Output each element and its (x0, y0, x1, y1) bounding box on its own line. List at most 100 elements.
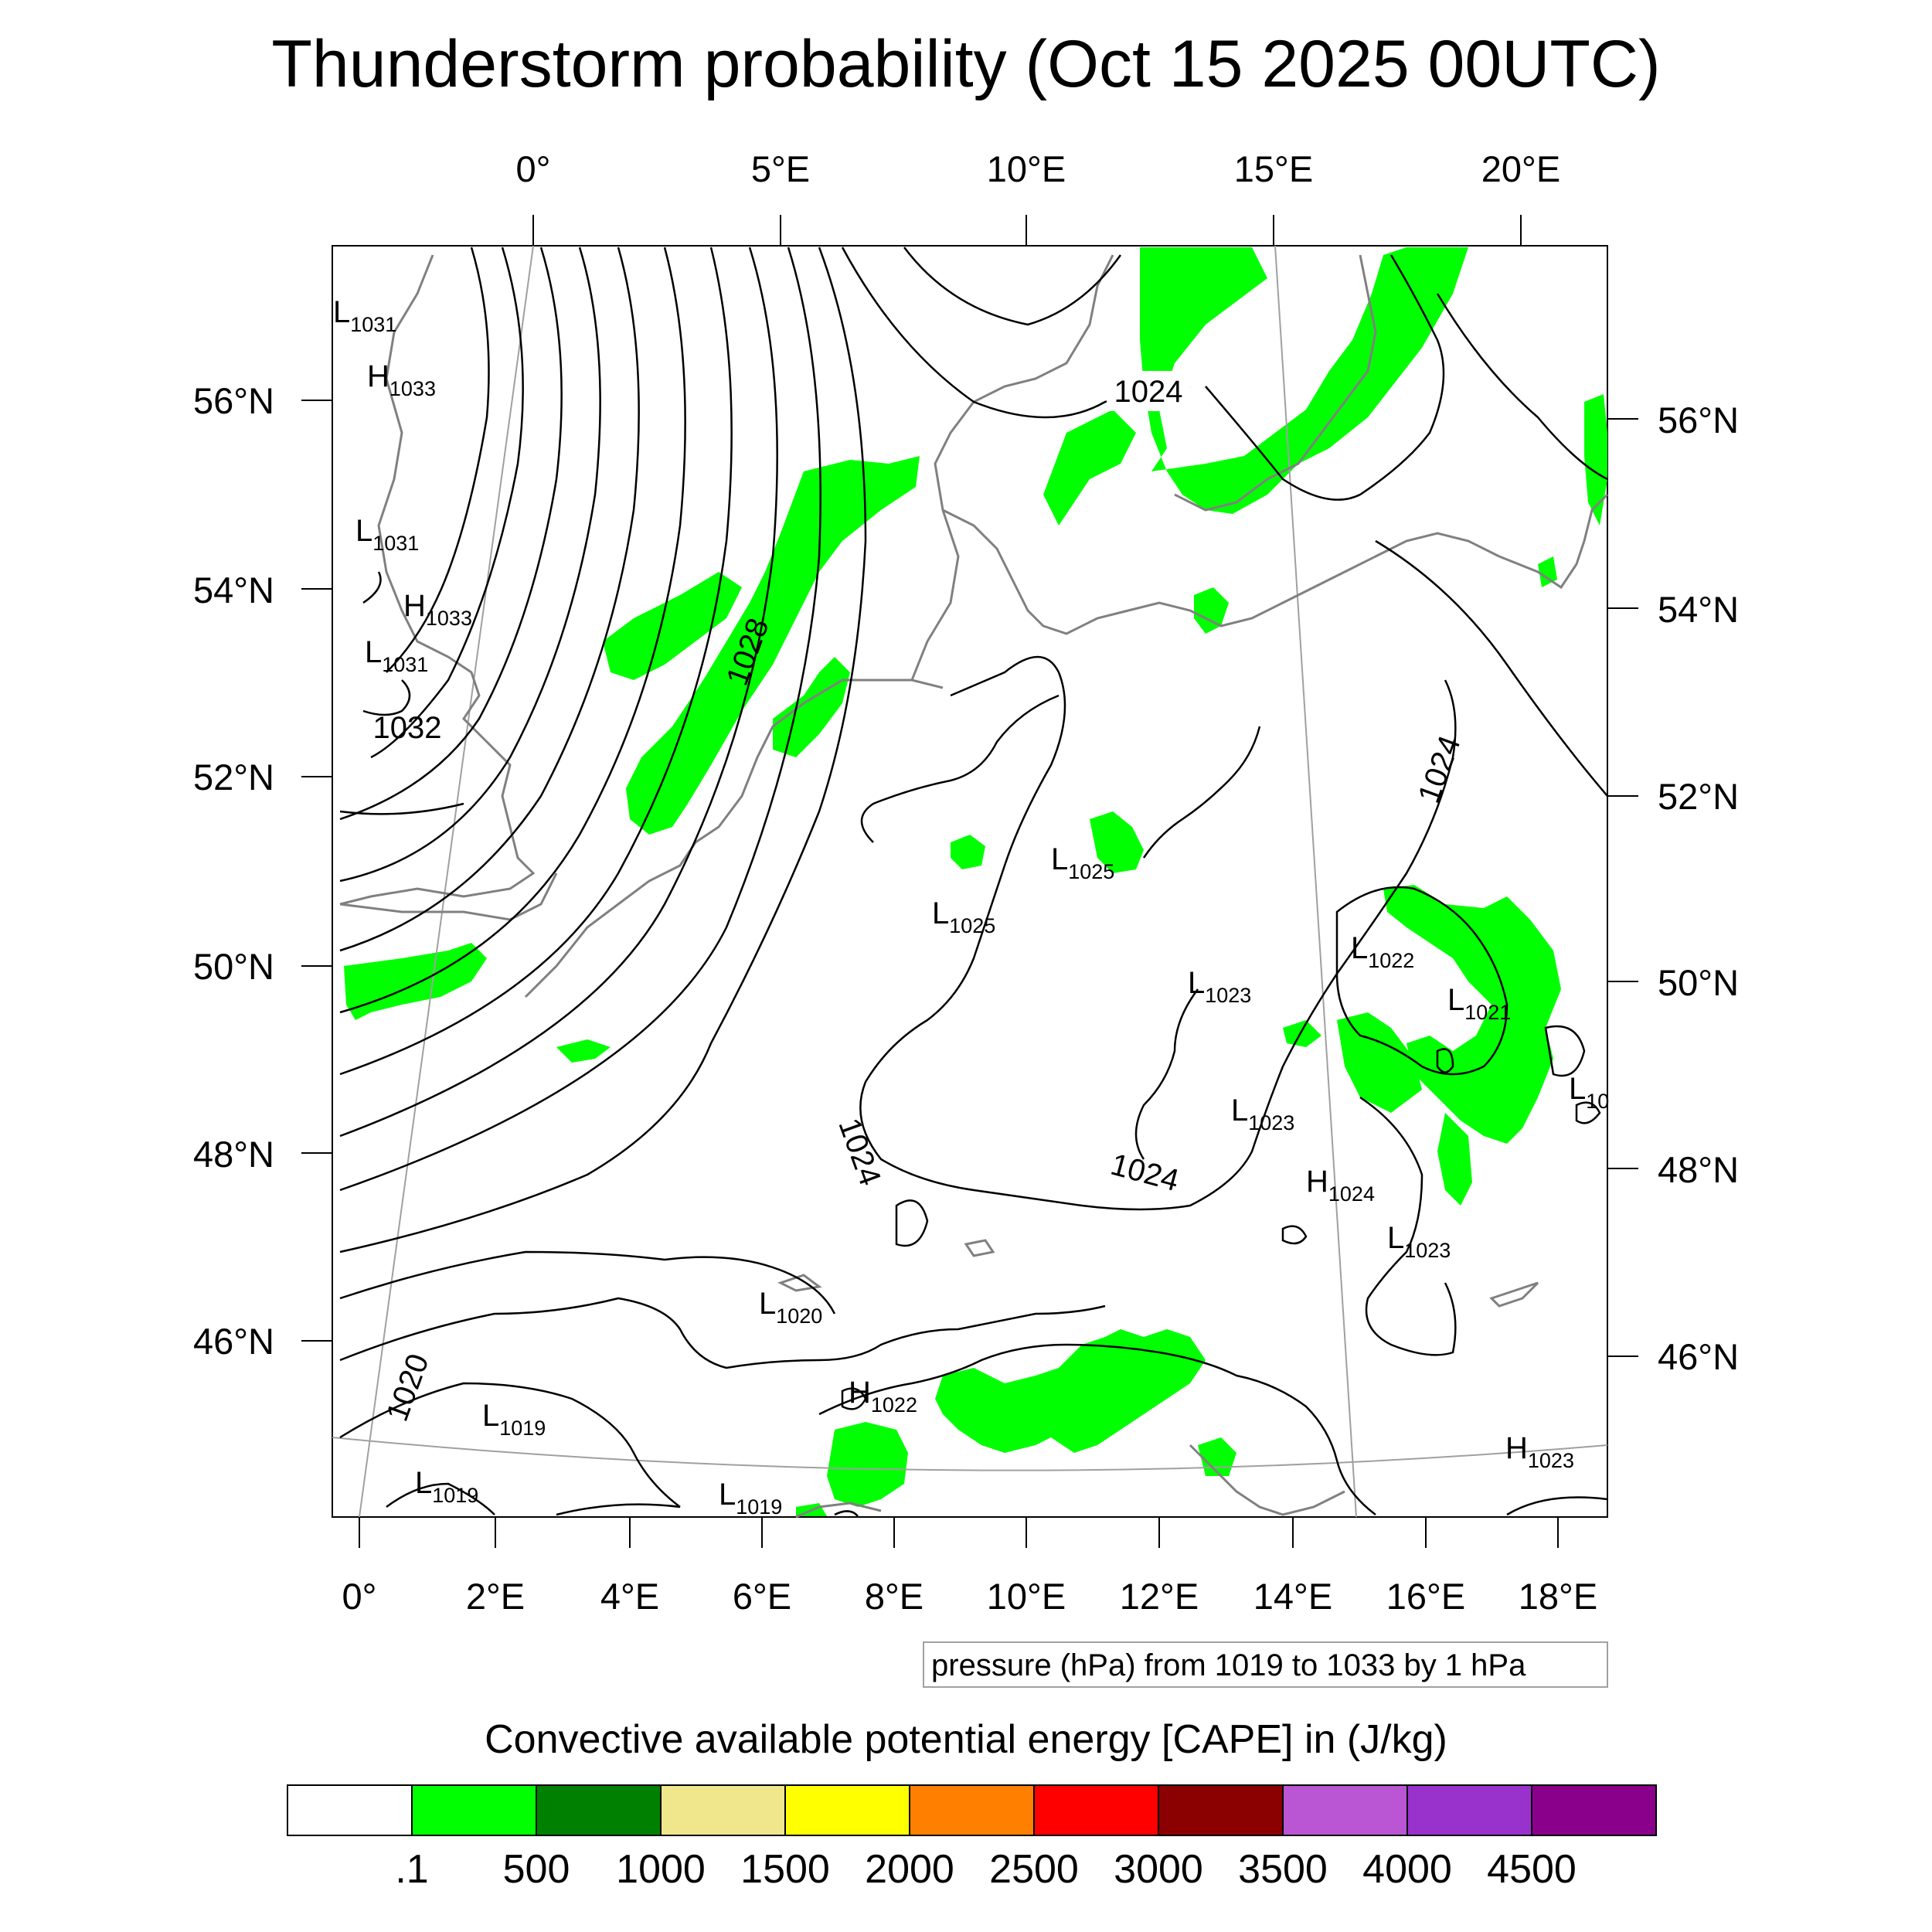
map-panel: 1024 1028 1032 1024 1024 1024 1020 L1031… (332, 245, 1609, 1519)
colorbar-label: 1000 (616, 1847, 706, 1892)
isobar-small-east-2 (1575, 1101, 1601, 1124)
isobar-1031 (339, 247, 563, 821)
contour-label-bg (1107, 371, 1190, 411)
left-lat-label: 56°N (193, 380, 274, 421)
cape-area-poland (1194, 587, 1229, 634)
bottom-lon-label: 0° (342, 1576, 377, 1617)
isobar-1026 (339, 247, 778, 1138)
isobar-1024-north (841, 247, 1191, 419)
contour-info-box: pressure (hPa) from 1019 to 1033 by 1 hP… (923, 1641, 1608, 1688)
page-title: Thunderstorm probability (Oct 15 2025 00… (271, 27, 1660, 101)
coast-england-south (339, 872, 558, 921)
isobar-1033 (386, 247, 490, 673)
isobar-small-austria (1281, 1225, 1308, 1245)
pressure-center: L1021 (1447, 983, 1511, 1024)
bottom-lon-label: 8°E (865, 1576, 923, 1617)
axis-ticks (301, 215, 1638, 1548)
colorbar-box (909, 1784, 1035, 1836)
bottom-lon-label: 16°E (1386, 1576, 1465, 1617)
top-lon-label: 15°E (1234, 148, 1313, 189)
isobar-1019-west (339, 1382, 681, 1508)
isobar-1024-west (339, 247, 867, 1253)
isobar-1023-germany-east (1142, 726, 1261, 859)
colorbar-box (287, 1784, 413, 1836)
contour-info-frame (923, 1641, 1608, 1688)
colorbar-labels: .1 500 1000 1500 2000 2500 3000 3500 400… (395, 1847, 1577, 1892)
cape-area-germany-1 (951, 835, 985, 869)
colorbar-label: 3000 (1114, 1847, 1203, 1892)
pressure-center: L10 (1569, 1072, 1609, 1113)
graticule-lines (332, 245, 1608, 1518)
pressure-center: H1033 (403, 589, 472, 630)
pressure-center: H1024 (1306, 1165, 1375, 1206)
pressure-center: L1019 (415, 1466, 478, 1507)
colorbar: Convective available potential energy [C… (287, 1717, 1657, 1892)
isobar-1027 (339, 247, 733, 1076)
cape-area-czech (1283, 1020, 1321, 1047)
bottom-longitude-labels: 0° 2°E 4°E 6°E 8°E 10°E 12°E 14°E 16°E 1… (342, 1576, 1598, 1617)
bottom-lon-label: 2°E (466, 1576, 525, 1617)
colorbar-label: 4500 (1487, 1847, 1577, 1892)
isobar-1022-south (1359, 1096, 1457, 1356)
coast-germany-north (910, 254, 1114, 681)
meridian-0 (359, 245, 534, 1518)
left-lat-label: 46°N (193, 1321, 274, 1362)
isobar-1020-alps (818, 1343, 1376, 1515)
isobar-1031-small-2 (339, 802, 464, 815)
pressure-center: L1031 (333, 295, 396, 336)
pressure-center: L1031 (355, 514, 419, 555)
cape-area-baltic-east (1584, 394, 1607, 526)
isobar-1022-carpathians (1335, 886, 1509, 1076)
right-lat-label: 48°N (1658, 1149, 1739, 1190)
isobar-1024-scandinavia (1205, 254, 1445, 501)
colorbar-label: .1 (395, 1847, 428, 1892)
pressure-center: L1025 (932, 896, 995, 937)
cape-area-carpathians (1383, 885, 1561, 1144)
colorbar-label: 4000 (1362, 1847, 1452, 1892)
cape-area-germany-2 (1090, 811, 1144, 873)
right-lat-label: 56°N (1658, 400, 1739, 440)
coast-france-belgium-netherlands (524, 679, 944, 998)
colorbar-box (660, 1784, 786, 1836)
isobar-1025-north (903, 247, 1122, 326)
colorbar-box (536, 1784, 662, 1836)
colorbar-box (784, 1784, 910, 1836)
isobar-1023-bohemia (1134, 988, 1199, 1160)
isobar-1024-central (859, 655, 1457, 1211)
right-lat-label: 46°N (1658, 1336, 1739, 1377)
coast-adriatic (1189, 1444, 1345, 1516)
isobar-1020-west (339, 1297, 1106, 1369)
colorbar-boxes (287, 1784, 1657, 1836)
top-lon-label: 0° (516, 148, 551, 189)
colorbar-box (1406, 1784, 1532, 1836)
isobar-1029 (339, 247, 640, 952)
pressure-centers: L1031 H1033 L1031 H1033 L1031 L1025 L102… (333, 295, 1609, 1519)
coast-baltic-east (1498, 493, 1609, 590)
map-frame (332, 245, 1608, 1518)
isobar-contours (339, 247, 1608, 1517)
pressure-center: H1033 (367, 359, 436, 400)
top-lon-label: 20°E (1481, 148, 1560, 189)
isobar-1030 (339, 247, 601, 883)
colorbar-label: 3500 (1238, 1847, 1328, 1892)
cape-area-alps (935, 1329, 1206, 1453)
cape-area-channel-east (556, 1039, 611, 1063)
lake-constance (964, 1239, 995, 1257)
bottom-lon-label: 10°E (987, 1576, 1066, 1617)
colorbar-box (1531, 1784, 1657, 1836)
colorbar-label: 2000 (865, 1847, 954, 1892)
coast-ligurian (795, 1502, 882, 1519)
bottom-lon-label: 6°E (733, 1576, 791, 1617)
cape-fill-layer (344, 247, 1607, 1516)
cape-area-channel (344, 943, 487, 1020)
right-lat-label: 54°N (1658, 589, 1739, 630)
isobar-1024-east-1 (1436, 293, 1608, 481)
right-lat-label: 50°N (1658, 962, 1739, 1003)
colorbar-label: 1500 (740, 1847, 830, 1892)
isobar-1019-south (556, 1503, 681, 1516)
isobar-1032 (370, 247, 524, 759)
bottom-lon-label: 18°E (1519, 1576, 1597, 1617)
cape-area-lithuania (1538, 556, 1557, 587)
pressure-center: L1031 (365, 635, 428, 676)
